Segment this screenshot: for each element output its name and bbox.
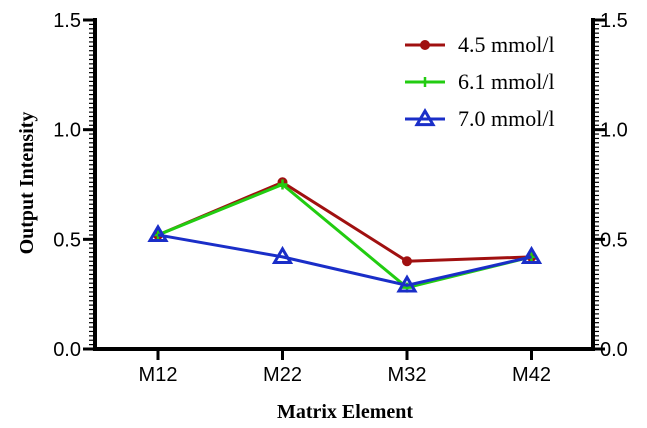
series-1 — [153, 177, 537, 267]
series-line — [157, 233, 532, 287]
x-tick-label: M42 — [512, 364, 551, 386]
legend: 4.5 mmol/l 6.1 mmol/l 7.0 mmol/l — [405, 32, 555, 131]
legend-item-2: 6.1 mmol/l — [405, 69, 555, 94]
legend-label: 4.5 mmol/l — [458, 32, 555, 57]
y-tick-label-right: 1.0 — [600, 120, 628, 142]
data-point-circle — [402, 256, 412, 267]
data-point-plus — [420, 77, 430, 87]
y-axis-title: Output Intensity — [16, 112, 38, 255]
ticks: 0.0 0.5 1.0 1.5 0.0 0.5 1.0 1.5 M12 M22 M32 M42 — [53, 10, 628, 386]
x-tick-label: M22 — [263, 364, 302, 386]
legend-item-1: 4.5 mmol/l — [405, 32, 555, 57]
legend-item-3: 7.0 mmol/l — [405, 106, 555, 131]
y-tick-label-left: 1.5 — [53, 10, 81, 32]
data-point-plus — [277, 179, 288, 190]
y-tick-label-left: 0.0 — [53, 339, 81, 361]
axes — [93, 18, 595, 351]
x-tick-label: M12 — [139, 364, 178, 386]
legend-label: 6.1 mmol/l — [458, 69, 555, 94]
y-tick-label-right: 1.5 — [600, 10, 628, 32]
x-axis-title: Matrix Element — [277, 401, 413, 423]
data-point-triangle — [520, 245, 543, 264]
series-2 — [153, 179, 537, 293]
y-tick-label-right: 0.0 — [600, 339, 628, 361]
data-point-triangle — [271, 245, 294, 264]
data-point-circle — [420, 40, 430, 50]
data-point-triangle — [414, 108, 436, 127]
series-group — [147, 177, 543, 293]
series-line — [157, 180, 532, 263]
y-tick-label-right: 0.5 — [600, 229, 628, 251]
x-tick-label: M32 — [388, 364, 427, 386]
series-3 — [147, 223, 543, 293]
data-point-triangle — [396, 274, 418, 293]
legend-label: 7.0 mmol/l — [458, 106, 555, 131]
y-tick-label-left: 0.5 — [53, 229, 81, 251]
data-point-triangle — [147, 223, 169, 243]
y-tick-label-left: 1.0 — [53, 120, 81, 142]
